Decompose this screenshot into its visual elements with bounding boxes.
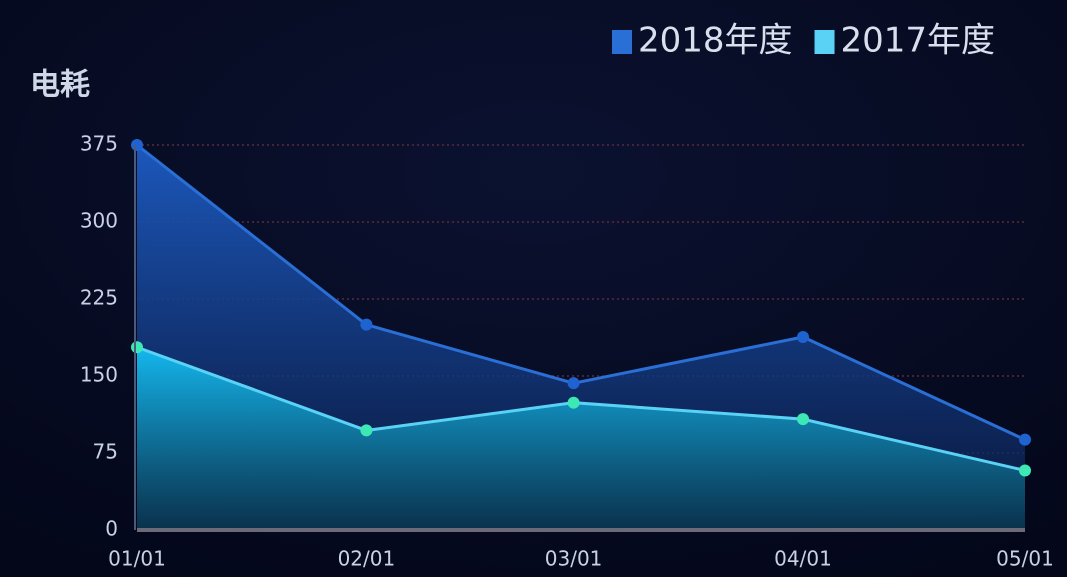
legend-swatch [814, 30, 835, 54]
y-tick-label: 225 [80, 286, 118, 310]
point [567, 377, 580, 390]
y-tick-label: 375 [80, 132, 118, 156]
point [131, 341, 143, 354]
y-tick-label: 0 [105, 517, 118, 541]
point [360, 318, 373, 331]
x-tick-label: 01/01 [108, 547, 166, 571]
point [360, 424, 373, 437]
x-tick-label: 04/01 [774, 547, 832, 571]
y-tick-label: 150 [80, 363, 118, 387]
area [137, 347, 1025, 530]
legend-label: 2017年度 [841, 21, 996, 61]
point [797, 413, 809, 426]
legend-swatch [612, 30, 632, 54]
point [797, 330, 809, 343]
point [567, 396, 580, 409]
legend-label: 2018年度 [638, 21, 793, 61]
x-tick-label: 03/01 [545, 547, 603, 571]
point [131, 139, 143, 151]
y-axis-label: 电耗 [30, 68, 90, 103]
x-tick-label: 05/01 [996, 547, 1054, 571]
point [1019, 464, 1031, 477]
y-tick-label: 75 [93, 440, 118, 464]
y-tick-label: 300 [80, 209, 118, 233]
point [1019, 433, 1031, 446]
x-tick-label: 02/01 [338, 547, 396, 571]
